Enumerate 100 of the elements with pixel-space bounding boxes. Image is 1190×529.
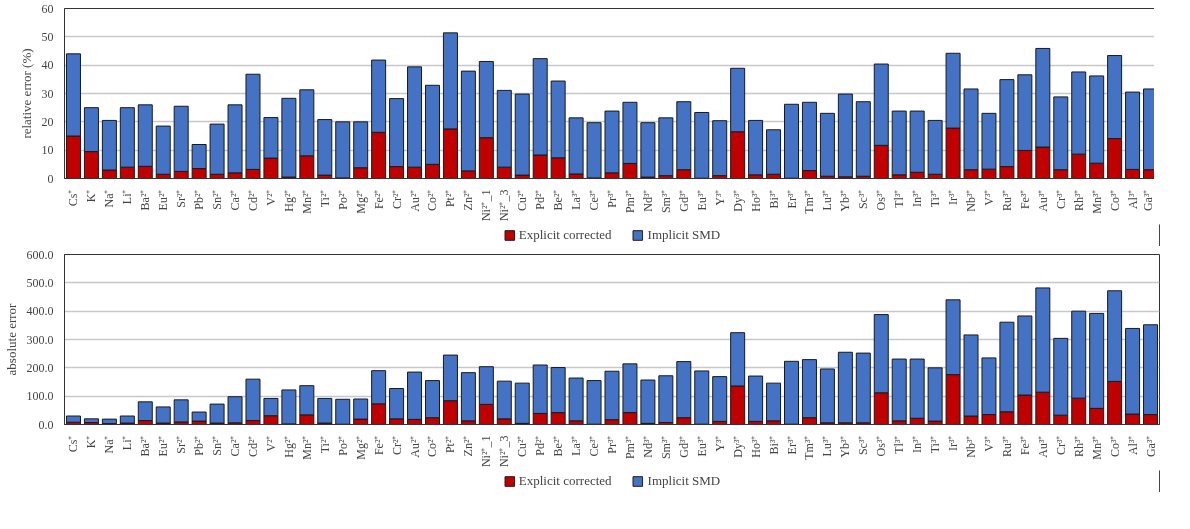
x-tick-label: Fe²⁺ <box>371 435 386 456</box>
x-tick-label: Fe³⁺ <box>1017 435 1032 456</box>
x-tick-label: Ir³⁺ <box>946 435 961 452</box>
x-tick-label: V³⁺ <box>981 435 996 452</box>
x-tick-label: Cs⁺ <box>66 435 81 453</box>
x-tick-label: Eu²⁺ <box>156 435 171 457</box>
x-tick-label: Pm³⁺ <box>622 189 637 214</box>
x-tick-label: Cr³⁺ <box>1053 189 1068 210</box>
x-tick-label: Bi³⁺ <box>766 189 781 209</box>
x-tick-label: Cu²⁺ <box>515 189 530 212</box>
x-tick-label: V³⁺ <box>981 189 996 206</box>
x-tick-label: Nd³⁺ <box>640 435 655 458</box>
x-tick-label: Ni²⁺_3 <box>497 435 512 468</box>
x-tick-label: Cd²⁺ <box>245 189 260 212</box>
x-tick-label: Sn²⁺ <box>210 189 225 210</box>
x-tick-label: Yb³⁺ <box>838 435 853 458</box>
x-tick-label: Be²⁺ <box>551 435 566 457</box>
x-tick-label: Fe³⁺ <box>1017 189 1032 210</box>
x-tick-label: Ho³⁺ <box>748 435 763 458</box>
legend-label: Implicit SMD <box>647 473 721 489</box>
x-tick-label: Mn²⁺ <box>299 189 314 214</box>
x-tick-label: Ga³⁺ <box>1143 435 1158 458</box>
x-tick-label: Gd³⁺ <box>676 435 691 458</box>
legend-label: Explicit corrected <box>518 473 612 489</box>
x-tick-label: Eu³⁺ <box>694 189 709 211</box>
y-tick-label: 30 <box>41 86 54 101</box>
x-tick-label: Co²⁺ <box>425 189 440 212</box>
x-tick-label: Ni²⁺_3 <box>497 189 512 222</box>
x-tick-label: V²⁺ <box>263 435 278 452</box>
x-tick-label: Hg²⁺ <box>281 189 296 212</box>
x-tick-label: Mn³⁺ <box>1089 189 1104 214</box>
x-tick-label: Y³⁺ <box>712 435 727 452</box>
y-tick-label: 300.0 <box>26 332 54 347</box>
y-tick-label: 10 <box>41 143 54 158</box>
x-tick-label: Li⁺ <box>120 189 135 205</box>
x-tick-label: Ti³⁺ <box>928 189 943 208</box>
x-tick-label: Au²⁺ <box>407 435 422 458</box>
x-tick-label: Rh³⁺ <box>1071 435 1086 458</box>
x-tick-label: Mn²⁺ <box>299 435 314 460</box>
x-tick-label: In³⁺ <box>910 189 925 208</box>
x-tick-label: In³⁺ <box>910 435 925 454</box>
x-tick-label: Cr³⁺ <box>1053 435 1068 456</box>
x-tick-label: Sr²⁺ <box>174 189 189 208</box>
x-tick-label: Er³⁺ <box>784 435 799 455</box>
x-tick-label: Cr²⁺ <box>389 435 404 456</box>
x-tick-label: Fe²⁺ <box>371 189 386 210</box>
x-tick-label: Eu²⁺ <box>156 189 171 211</box>
x-tick-label: Eu³⁺ <box>694 435 709 457</box>
x-tick-label: Os³⁺ <box>874 435 889 457</box>
x-tick-label: Mg²⁺ <box>353 435 368 460</box>
x-tick-label: Dy³⁺ <box>730 435 745 458</box>
x-tick-label: Ru³⁺ <box>999 189 1014 212</box>
x-tick-label: La³⁺ <box>569 189 584 210</box>
x-tick-label: Pm³⁺ <box>622 435 637 460</box>
legend-label: Implicit SMD <box>647 227 721 243</box>
x-tick-label: Cd²⁺ <box>245 435 260 458</box>
y-tick-label: 40 <box>41 58 54 73</box>
x-tick-label: Cs⁺ <box>66 189 81 207</box>
x-tick-label: Ir³⁺ <box>946 189 961 206</box>
x-tick-label: Tl³⁺ <box>892 435 907 454</box>
x-tick-label: Pd²⁺ <box>533 435 548 456</box>
x-tick-label: Co³⁺ <box>1107 189 1122 212</box>
y-tick-label: 20 <box>41 114 54 129</box>
x-tick-label: Sn²⁺ <box>210 435 225 456</box>
x-tick-label: La³⁺ <box>569 435 584 456</box>
x-tick-label: Ga³⁺ <box>1140 189 1155 212</box>
x-tick-label: Gd³⁺ <box>676 189 691 212</box>
x-tick-label: Pr³⁺ <box>605 189 619 208</box>
x-tick-label: Sc³⁺ <box>856 189 871 210</box>
x-tick-label: Hg²⁺ <box>281 435 296 458</box>
x-tick-label: Lu³⁺ <box>820 435 835 457</box>
y-tick-label: 60 <box>41 1 54 16</box>
y-tick-label: 600.0 <box>26 247 54 262</box>
x-tick-label: Po²⁺ <box>335 189 350 210</box>
x-tick-label: Ho³⁺ <box>748 189 763 212</box>
x-tick-label: Ni²⁺_1 <box>479 435 494 468</box>
x-tick-label: Ni²⁺_1 <box>479 189 494 222</box>
x-tick-label: Pr³⁺ <box>605 435 619 454</box>
x-tick-label: Pt²⁺ <box>443 435 458 454</box>
x-tick-label: Al³⁺ <box>1125 189 1140 210</box>
y-axis-title: absolute error <box>3 302 19 376</box>
x-tick-label: Pb²⁺ <box>192 189 207 210</box>
x-tick-label: Dy³⁺ <box>730 189 745 212</box>
x-tick-label: Mg²⁺ <box>353 189 368 214</box>
x-tick-label: Nb³⁺ <box>964 189 979 212</box>
x-tick-label: Ba²⁺ <box>138 189 153 211</box>
x-tick-label: Li⁺ <box>120 435 135 451</box>
x-tick-label: Au²⁺ <box>407 189 422 212</box>
x-tick-label: Ce³⁺ <box>587 189 602 211</box>
y-tick-label: 200.0 <box>26 360 54 375</box>
x-tick-label: Rh³⁺ <box>1071 189 1086 212</box>
x-tick-label: Yb³⁺ <box>838 189 853 212</box>
x-tick-label: Bi³⁺ <box>766 435 781 455</box>
x-tick-label: Ti²⁺ <box>317 189 332 208</box>
x-tick-label: Mn³⁺ <box>1089 435 1104 460</box>
x-tick-label: Nd³⁺ <box>640 189 655 212</box>
x-tick-label: Co²⁺ <box>425 435 440 458</box>
x-tick-label: Y³⁺ <box>712 189 727 206</box>
x-tick-label: Pb²⁺ <box>192 435 207 456</box>
x-tick-label: Co³⁺ <box>1107 435 1122 458</box>
